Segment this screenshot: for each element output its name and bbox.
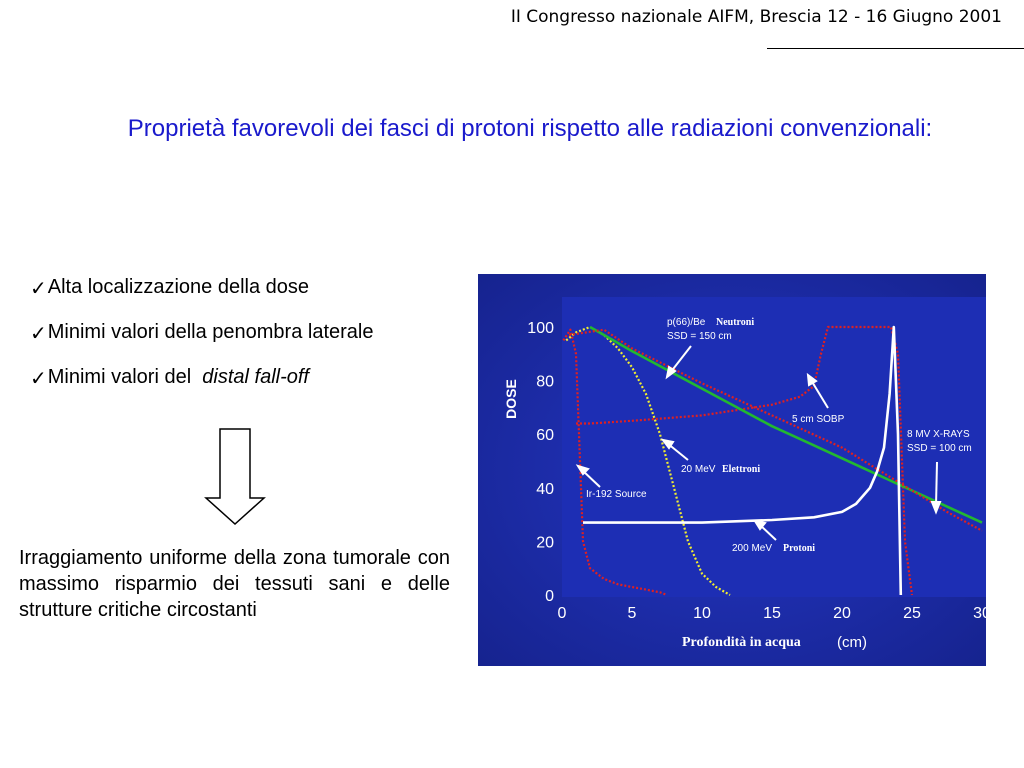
series-line-4 [589,325,983,524]
series-line-5 [568,328,983,532]
y-tick-label: 40 [536,481,554,498]
annotation-elettroni-tag: Elettroni [722,464,760,475]
y-axis-label: DOSE [503,379,519,419]
depth-dose-chart: 0 5 10 15 20 25 30 0 20 40 60 80 100 DOSE Profondità… [478,274,986,666]
arrowhead-xrays [930,501,942,515]
annotation-xrays-ssd: SSD = 100 cm [907,443,972,454]
slide-title: Proprietà favorevoli dei fasci di proton… [127,115,933,142]
bullet-item-dose: ✓ Alta localizzazione della dose [30,276,373,321]
bullet-text: Minimi valori del distal fall-off [48,366,309,389]
arrowhead-ir [575,464,590,476]
arrowhead-neutroni [665,365,677,380]
annotations: p(66)/Be Neutroni SSD = 150 cm 5 cm SOBP… [586,317,972,554]
series-line-6 [583,325,903,596]
series-line-1 [562,328,668,597]
y-tick-label: 60 [536,427,554,444]
annotation-neutroni-main: p(66)/Be [667,317,706,328]
plot-area [562,297,986,597]
checkmark-icon: ✓ [30,278,47,300]
bullet-item-falloff: ✓ Minimi valori del distal fall-off [30,366,373,411]
conference-header: II Congresso nazionale AIFM, Brescia 12 … [510,7,1002,27]
checkmark-icon: ✓ [30,368,47,390]
series-line-2 [565,325,731,596]
bullet-list: ✓ Alta localizzazione della dose ✓ Minim… [30,276,373,411]
bullet-item-penombra: ✓ Minimi valori della penombra laterale [30,321,373,366]
x-tick-label: 0 [558,605,567,622]
header-divider [767,48,1024,49]
annotation-arrows [575,345,942,541]
annotation-protoni-tag: Protoni [783,543,815,554]
annotation-protoni-main: 200 MeV [732,543,772,554]
down-arrow-icon [204,428,266,526]
x-tick-label: 10 [693,605,711,622]
bullet-text-italic: distal fall-off [202,366,309,388]
tick-labels: 0 5 10 15 20 25 30 0 20 40 60 80 100 [527,320,986,622]
x-tick-label: 30 [973,605,986,622]
y-tick-label: 80 [536,374,554,391]
arrowhead-sobp [806,372,818,387]
summary-paragraph: Irraggiamento uniforme della zona tumora… [19,547,450,621]
checkmark-icon: ✓ [30,323,47,345]
x-tick-label: 5 [628,605,637,622]
bullet-text: Minimi valori della penombra laterale [47,321,374,343]
y-tick-label: 20 [536,534,554,551]
annotation-neutroni-tag: Neutroni [716,317,754,328]
arrow-neutroni [669,345,692,374]
x-axis-unit: (cm) [837,634,867,651]
x-axis-label: Profondità in acqua [682,635,801,650]
annotation-xrays-main: 8 MV X-RAYS [907,429,970,440]
annotation-ir-source: Ir-192 Source [586,489,647,500]
annotation-elettroni-main: 20 MeV [681,464,716,475]
series-group [562,325,983,597]
arrow-sobp [810,379,829,409]
bullet-text-prefix: Minimi valori del [47,366,197,388]
x-tick-label: 20 [833,605,851,622]
annotation-sobp: 5 cm SOBP [792,414,845,425]
annotation-neutroni-ssd: SSD = 150 cm [667,331,732,342]
x-tick-label: 25 [903,605,921,622]
bullet-text: Alta localizzazione della dose [47,276,310,298]
arrowhead-elettroni [660,438,675,450]
y-tick-label: 0 [545,588,554,605]
x-tick-label: 15 [763,605,781,622]
arrowhead-protoni [752,519,767,531]
y-tick-label: 100 [527,320,554,337]
arrow-xrays [935,461,938,507]
